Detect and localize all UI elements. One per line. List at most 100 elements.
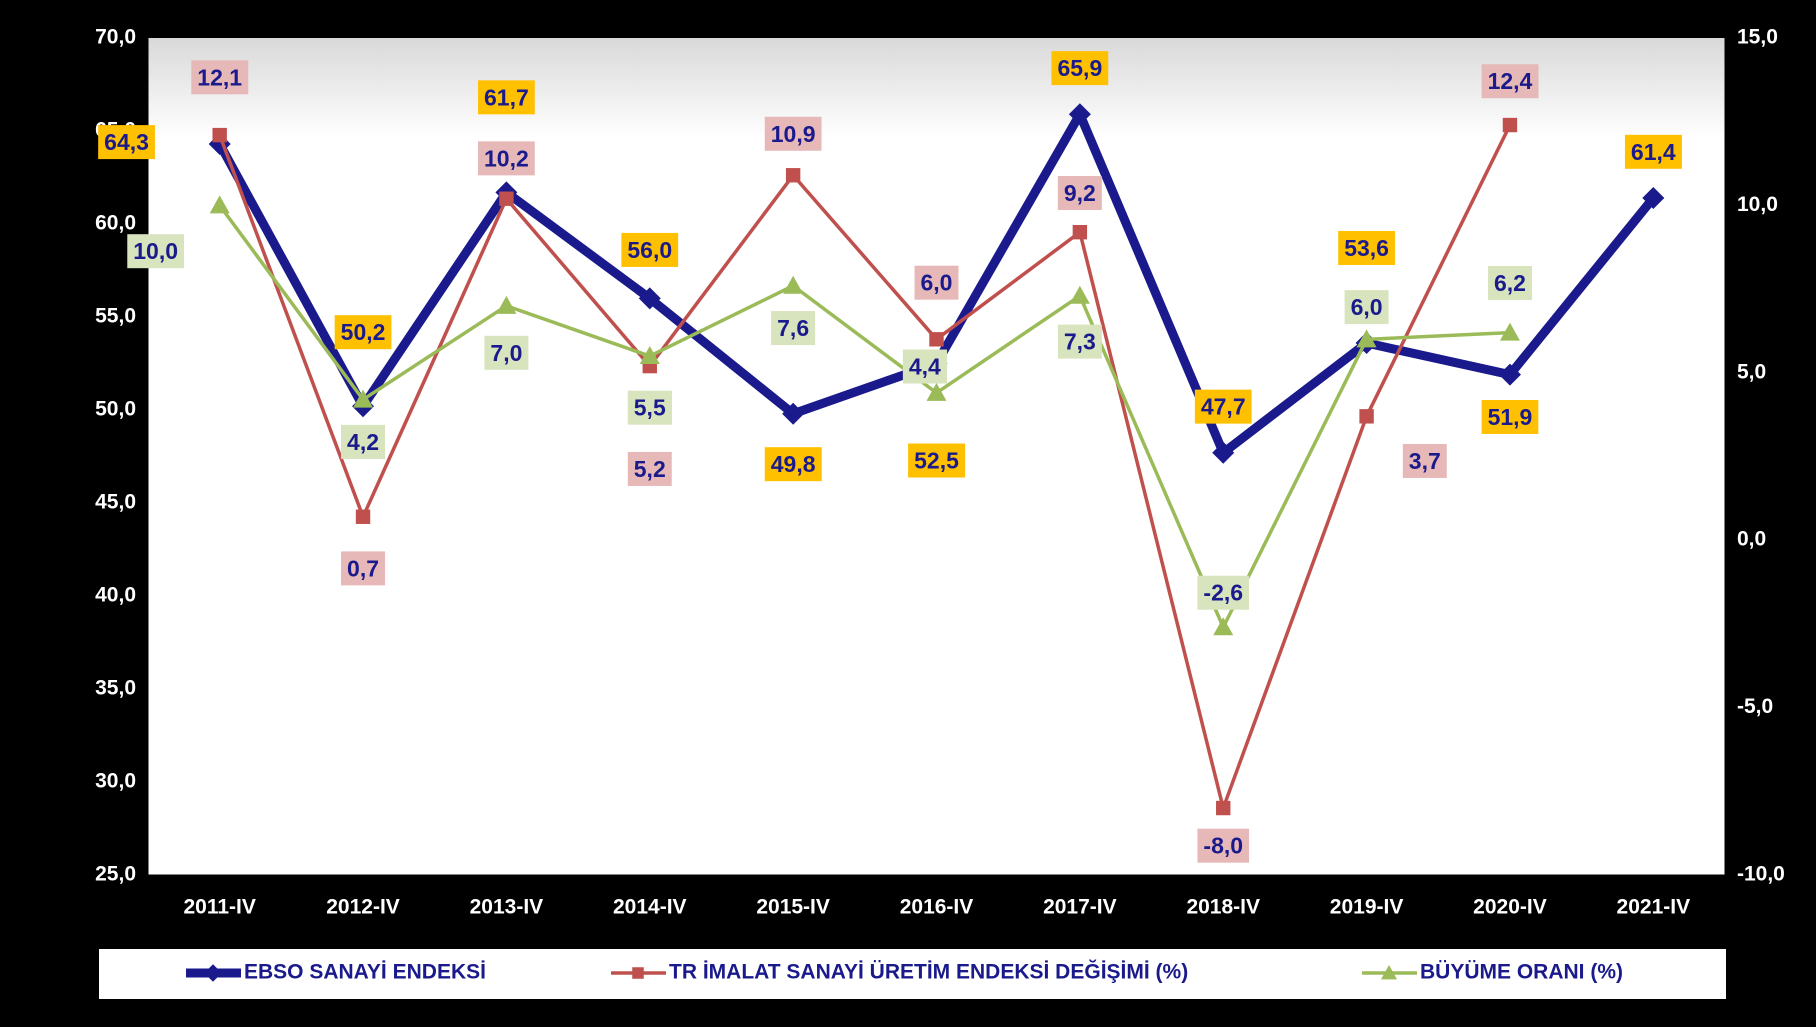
legend-label: BÜYÜME ORANI (%) xyxy=(1420,961,1623,984)
x-tick-label: 2014-IV xyxy=(613,896,687,919)
data-label: 50,2 xyxy=(334,315,392,350)
data-label: 56,0 xyxy=(621,232,679,267)
data-label-text: 56,0 xyxy=(627,237,672,263)
data-label: 10,9 xyxy=(764,116,822,151)
data-label-text: 6,0 xyxy=(1351,294,1383,320)
x-tick-label: 2021-IV xyxy=(1617,896,1691,919)
data-label-text: 5,2 xyxy=(634,456,666,482)
marker xyxy=(785,168,801,183)
marker xyxy=(355,509,371,524)
data-label-text: 12,1 xyxy=(197,64,242,90)
y-tick-label: 45,0 xyxy=(95,491,136,514)
marker xyxy=(782,402,805,425)
data-label-box xyxy=(764,447,822,482)
data-label-text: 10,0 xyxy=(133,238,178,264)
data-label-box xyxy=(1481,399,1539,434)
data-label-box xyxy=(478,80,535,115)
y-tick-label: 30,0 xyxy=(95,770,136,793)
x-tick-label: 2017-IV xyxy=(1043,896,1117,919)
data-label: 9,2 xyxy=(1057,176,1102,211)
y-tick-label: 50,0 xyxy=(95,398,136,421)
marker xyxy=(639,346,660,365)
x-tick-label: 2018-IV xyxy=(1186,896,1260,919)
marker xyxy=(1642,186,1665,209)
marker xyxy=(496,295,517,314)
data-label-box xyxy=(764,116,822,151)
marker xyxy=(1381,965,1397,980)
data-label-text: 61,4 xyxy=(1631,139,1676,165)
x-tick-label: 2013-IV xyxy=(470,896,544,919)
data-label: 51,9 xyxy=(1481,399,1539,434)
data-label-text: 0,7 xyxy=(347,555,379,581)
y-tick-label: 40,0 xyxy=(95,584,136,607)
data-label-text: 7,6 xyxy=(777,315,809,341)
data-label: 5,2 xyxy=(627,451,672,486)
x-tick-label: 2020-IV xyxy=(1473,896,1547,919)
data-label-box xyxy=(1057,324,1102,359)
data-label-text: 50,2 xyxy=(341,319,386,345)
data-label-box xyxy=(627,451,672,486)
marker xyxy=(929,332,944,347)
legend xyxy=(99,949,1726,999)
marker xyxy=(926,382,947,401)
y2-tick-label: 5,0 xyxy=(1737,360,1766,383)
data-label: 61,4 xyxy=(1624,134,1682,169)
data-label: -8,0 xyxy=(1197,828,1250,863)
data-label-text: 12,4 xyxy=(1488,68,1533,94)
data-label-box xyxy=(1344,290,1389,325)
data-label: 61,7 xyxy=(478,80,535,115)
marker xyxy=(499,191,514,206)
marker xyxy=(1499,322,1520,341)
data-label-text: 7,0 xyxy=(490,340,522,366)
marker xyxy=(1498,363,1521,386)
marker xyxy=(209,195,230,214)
data-label-box xyxy=(127,234,185,269)
data-label-text: 65,9 xyxy=(1057,55,1102,81)
data-label: 4,4 xyxy=(902,349,948,384)
data-label-box xyxy=(1481,64,1539,99)
x-tick-label: 2019-IV xyxy=(1330,896,1404,919)
x-tick-label: 2016-IV xyxy=(900,896,974,919)
data-label-box xyxy=(1051,51,1109,86)
data-label-box xyxy=(1057,176,1102,211)
y-tick-label: 60,0 xyxy=(95,212,136,235)
data-label-text: -2,6 xyxy=(1203,580,1243,606)
marker xyxy=(1213,617,1234,636)
data-label: 4,2 xyxy=(341,424,386,459)
marker xyxy=(1359,409,1374,424)
y-tick-label: 25,0 xyxy=(95,863,136,886)
x-tick-label: 2011-IV xyxy=(183,896,255,919)
data-label: 10,0 xyxy=(127,234,185,269)
data-label-text: 10,9 xyxy=(771,121,816,147)
data-label-box xyxy=(191,60,249,95)
marker xyxy=(638,287,661,310)
marker xyxy=(1069,285,1090,304)
data-label-text: 7,3 xyxy=(1064,329,1096,355)
data-label-text: 53,6 xyxy=(1344,235,1389,261)
data-label-box xyxy=(1197,575,1250,610)
marker xyxy=(1072,224,1088,240)
data-label-box xyxy=(771,311,816,346)
data-label-text: 4,4 xyxy=(909,354,941,380)
data-label: -2,6 xyxy=(1197,575,1250,610)
data-label: 7,3 xyxy=(1057,324,1102,359)
data-label-box xyxy=(1487,265,1532,300)
data-label-box xyxy=(1338,230,1395,265)
data-label-text: 61,7 xyxy=(484,84,529,110)
data-label: 64,3 xyxy=(98,125,155,160)
data-label-text: 9,2 xyxy=(1064,180,1096,206)
data-label: 10,2 xyxy=(478,141,535,176)
marker xyxy=(1216,800,1231,816)
data-label: 0,7 xyxy=(341,551,386,586)
marker xyxy=(204,964,222,982)
x-tick-label: 2012-IV xyxy=(326,896,400,919)
data-label: 6,0 xyxy=(1344,290,1389,325)
data-label-box xyxy=(908,443,966,478)
data-label-box xyxy=(914,265,959,300)
marker xyxy=(212,127,227,143)
y-tick-label: 35,0 xyxy=(95,677,136,700)
data-label-box xyxy=(341,551,386,586)
data-label: 7,6 xyxy=(771,311,816,346)
data-label: 7,0 xyxy=(484,335,529,370)
